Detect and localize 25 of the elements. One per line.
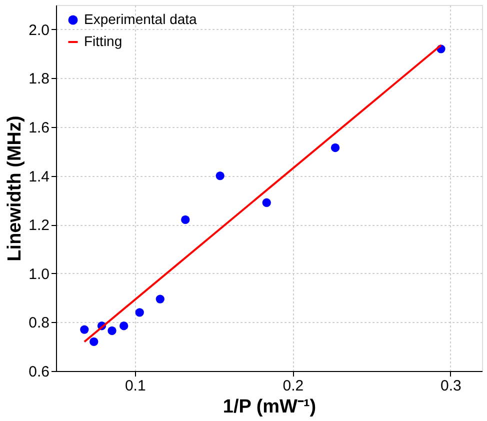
x-tick-label: 0.3	[440, 378, 462, 394]
x-tick-label: 0.1	[124, 378, 146, 394]
y-tick-label: 1.4	[28, 168, 50, 186]
point	[330, 143, 340, 152]
point	[135, 308, 144, 317]
legend-label: Fitting	[84, 33, 122, 49]
x-axis-title: 1/P (mW⁻¹)	[222, 396, 316, 418]
point	[80, 325, 89, 334]
x-tick-label: 0.2	[282, 378, 304, 394]
point	[181, 215, 190, 224]
point	[156, 294, 164, 304]
point	[120, 322, 128, 330]
legend-label: Experimental data	[84, 11, 198, 27]
y-tick-label: 1.2	[28, 217, 50, 234]
y-tick-label: 1.8	[28, 70, 50, 88]
point	[108, 326, 116, 336]
y-tick-label: 1.6	[28, 120, 50, 136]
y-axis-title: Linewidth (MHz)	[4, 116, 26, 262]
point	[262, 198, 271, 207]
y-tick-label: 1.0	[28, 266, 50, 283]
y-tick-label: 2.0	[28, 22, 50, 39]
y-tick-label: 0.6	[28, 364, 50, 380]
y-tick-label: 0.8	[28, 314, 50, 332]
point	[90, 337, 98, 346]
point	[216, 171, 224, 180]
